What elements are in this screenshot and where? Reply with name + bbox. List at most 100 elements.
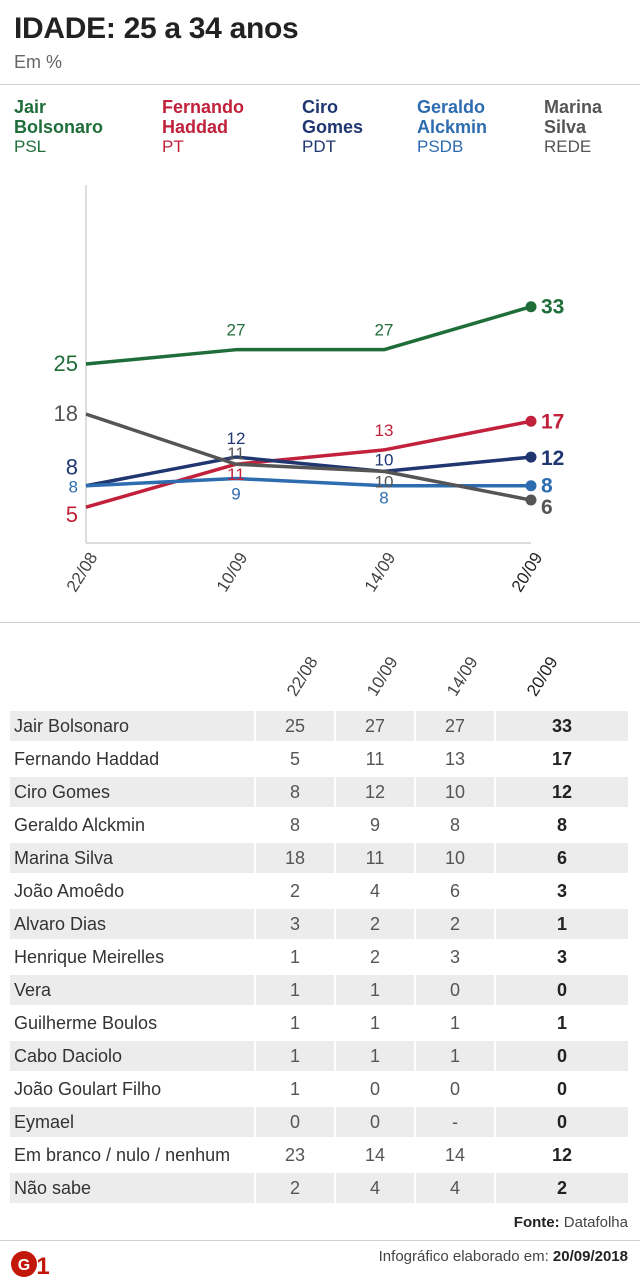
candidate-name: Ciro Gomes bbox=[10, 777, 254, 807]
table-cell: 1 bbox=[334, 1008, 414, 1038]
table-cell: 1 bbox=[254, 1041, 334, 1071]
table-cell: 1 bbox=[254, 975, 334, 1005]
series-end-point bbox=[525, 480, 537, 492]
table-row: Vera 1 1 0 0 bbox=[10, 975, 628, 1005]
footer-divider bbox=[0, 1240, 640, 1241]
table-cell: 1 bbox=[494, 909, 628, 939]
table-cell: 0 bbox=[494, 1041, 628, 1071]
source-note: Fonte: Datafolha bbox=[514, 1214, 628, 1231]
table-cell: 17 bbox=[494, 744, 628, 774]
table-row: Marina Silva 18 11 10 6 bbox=[10, 843, 628, 873]
table-row: João Goulart Filho 1 0 0 0 bbox=[10, 1074, 628, 1104]
table-cell: 18 bbox=[254, 843, 334, 873]
data-label: 11 bbox=[227, 444, 245, 463]
series-line bbox=[85, 412, 532, 502]
series-end-point bbox=[525, 451, 537, 463]
table-cell: 6 bbox=[414, 876, 494, 906]
legend-item: Fernando Haddad PT bbox=[162, 97, 280, 157]
legend-name: Alckmin bbox=[417, 117, 488, 137]
candidate-name: Não sabe bbox=[10, 1173, 254, 1203]
series-end-point bbox=[525, 494, 537, 506]
table-row: Eymael 0 0-0 bbox=[10, 1107, 628, 1137]
legend-name: Silva bbox=[544, 117, 587, 137]
svg-text:1: 1 bbox=[36, 1253, 49, 1278]
table-cell: 1 bbox=[414, 1008, 494, 1038]
table-cell: 6 bbox=[494, 843, 628, 873]
legend-item: Ciro Gomes PDT bbox=[302, 97, 420, 157]
table-row: Geraldo Alckmin 8 9 8 8 bbox=[10, 810, 628, 840]
table-cell: 1 bbox=[414, 1041, 494, 1071]
legend-party: PSDB bbox=[417, 137, 464, 156]
footnote: Infográfico elaborado em: 20/09/2018 bbox=[379, 1248, 628, 1265]
table-row: Fernando Haddad 5 11 13 17 bbox=[10, 744, 628, 774]
legend-party: PDT bbox=[302, 137, 336, 156]
table-cell: 14 bbox=[414, 1140, 494, 1170]
table-cell: 23 bbox=[254, 1140, 334, 1170]
data-label: 17 bbox=[541, 410, 564, 433]
x-tick-label: 20/09 bbox=[508, 549, 547, 595]
x-tick-label: 10/09 bbox=[213, 549, 252, 595]
table-row: Em branco / nulo / nenhum 23 14 14 12 bbox=[10, 1140, 628, 1170]
candidate-name: Henrique Meirelles bbox=[14, 946, 165, 967]
table-column-header: 10/09 bbox=[363, 653, 402, 700]
series-line bbox=[85, 305, 532, 366]
table-cell: - bbox=[414, 1107, 494, 1137]
data-label: 8 bbox=[379, 489, 388, 508]
data-label: 8 bbox=[66, 455, 78, 480]
table-cell: 9 bbox=[334, 810, 414, 840]
table-cell: 0 bbox=[414, 975, 494, 1005]
table-row: Guilherme Boulos 1 1 1 1 bbox=[10, 1008, 628, 1038]
table-cell: 8 bbox=[414, 810, 494, 840]
table-row: João Amoêdo 2 4 6 3 bbox=[10, 876, 628, 906]
table-cell: 14 bbox=[334, 1140, 414, 1170]
table-row: Ciro Gomes 8 12 10 12 bbox=[10, 777, 628, 807]
candidate-name: Geraldo Alckmin bbox=[14, 814, 146, 835]
header-divider bbox=[0, 84, 640, 85]
table-cell: 3 bbox=[494, 942, 628, 972]
candidate-name: Vera bbox=[10, 975, 254, 1005]
table-cell: 4 bbox=[414, 1173, 494, 1203]
source-label: Fonte: bbox=[513, 1214, 560, 1231]
table-cell: 1 bbox=[254, 1008, 334, 1038]
candidate-name: Em branco / nulo / nenhum bbox=[14, 1144, 231, 1165]
legend-name: Gomes bbox=[302, 117, 364, 137]
legend-name: Fernando bbox=[162, 97, 245, 117]
table-cell: 12 bbox=[334, 777, 414, 807]
data-label: 5 bbox=[66, 502, 78, 527]
table-cell: 1 bbox=[494, 1008, 628, 1038]
data-label: 27 bbox=[375, 321, 394, 340]
data-label: 12 bbox=[541, 447, 564, 470]
legend-item: Jair Bolsonaro PSL bbox=[14, 97, 132, 157]
table-cell: 8 bbox=[494, 810, 628, 840]
table-cell: 11 bbox=[334, 744, 414, 774]
table-cell: 5 bbox=[254, 744, 334, 774]
data-label: 18 bbox=[54, 401, 78, 426]
legend-item: Geraldo Alckmin PSDB bbox=[417, 97, 535, 157]
data-label: 6 bbox=[541, 496, 553, 519]
footnote-label: Infográfico elaborado em: bbox=[378, 1248, 549, 1265]
chart-subtitle: Em % bbox=[14, 52, 63, 72]
table-cell: 4 bbox=[334, 1173, 414, 1203]
series-end-point bbox=[525, 415, 537, 427]
svg-text:G: G bbox=[18, 1257, 30, 1274]
table-cell: 0 bbox=[254, 1107, 334, 1137]
data-label: 10 bbox=[375, 472, 394, 491]
table-cell: 0 bbox=[334, 1074, 414, 1104]
table-cell: 2 bbox=[254, 1173, 334, 1203]
legend-party: PSL bbox=[14, 137, 47, 156]
series-line bbox=[85, 476, 531, 488]
legend-name: Ciro bbox=[302, 97, 338, 117]
table-cell: 3 bbox=[254, 909, 334, 939]
table-cell: 1 bbox=[254, 1074, 334, 1104]
table-cell: 12 bbox=[494, 777, 628, 807]
series-line bbox=[85, 455, 532, 488]
table-cell: 10 bbox=[414, 777, 494, 807]
table-cell: 2 bbox=[494, 1173, 628, 1203]
table-row: Henrique Meirelles 1 2 3 3 bbox=[10, 942, 628, 972]
table-cell: 1 bbox=[334, 975, 414, 1005]
legend-item: Marina Silva REDE bbox=[544, 97, 640, 157]
candidate-name: Eymael bbox=[10, 1107, 254, 1137]
chart-divider bbox=[0, 622, 640, 623]
table-cell: 27 bbox=[414, 711, 494, 741]
chart-header: IDADE: 25 a 34 anos Em % bbox=[14, 12, 299, 73]
